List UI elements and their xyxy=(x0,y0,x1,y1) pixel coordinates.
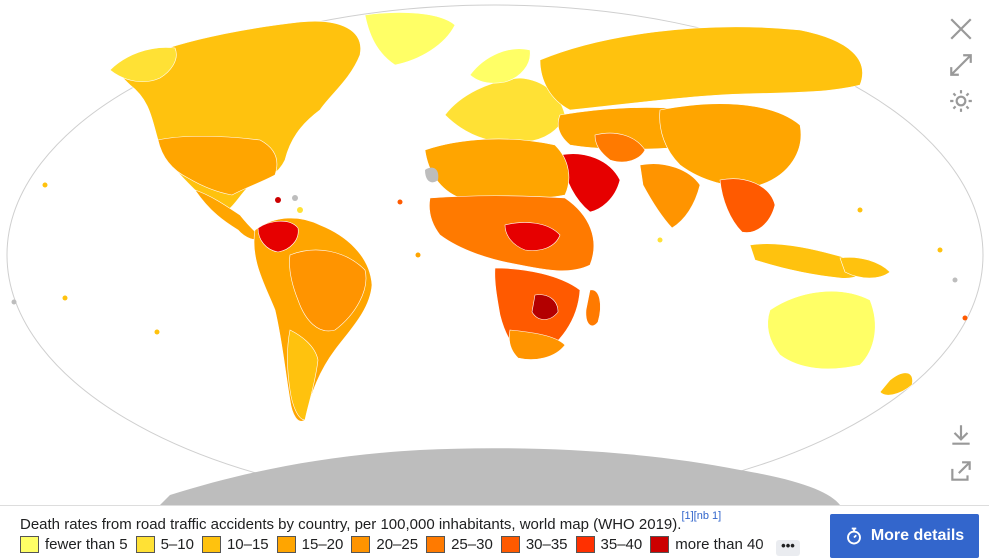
south-africa xyxy=(508,329,566,360)
russia xyxy=(539,26,863,111)
legend-swatch xyxy=(351,536,371,553)
legend-swatch xyxy=(426,536,446,553)
new-guinea xyxy=(839,257,891,279)
island-dot xyxy=(415,252,421,258)
more-details-icon xyxy=(845,527,863,545)
map-legend: fewer than 5 5–10 10–15 15–20 20–25 25–3… xyxy=(20,536,800,553)
legend-swatch xyxy=(650,536,670,553)
island-dot xyxy=(962,315,968,321)
caption-text: Death rates from road traffic accidents … xyxy=(20,516,682,533)
island-dot xyxy=(154,329,160,335)
caption-bar: Death rates from road traffic accidents … xyxy=(0,505,989,558)
africa-great-lakes xyxy=(504,222,561,251)
southeast-asia xyxy=(719,178,776,233)
fullscreen-button[interactable] xyxy=(946,50,976,80)
legend-item: 10–15 xyxy=(201,536,269,553)
caption-references[interactable]: [1][nb 1] xyxy=(681,510,722,522)
download-icon xyxy=(952,425,970,445)
share-icon xyxy=(951,461,971,481)
legend-swatch xyxy=(500,536,520,553)
legend-item: 30–35 xyxy=(500,536,568,553)
legend-swatch xyxy=(20,536,39,553)
australia xyxy=(767,291,876,370)
settings-button[interactable] xyxy=(946,86,976,116)
legend-item: more than 40 xyxy=(650,536,764,553)
close-button[interactable] xyxy=(946,14,976,44)
brazil xyxy=(289,249,367,332)
argentina-chile xyxy=(287,329,319,421)
legend-item: fewer than 5 xyxy=(20,536,128,553)
zimbabwe xyxy=(531,294,559,320)
island-dot xyxy=(937,247,943,253)
expand-icon xyxy=(950,54,972,76)
more-details-button[interactable]: More details xyxy=(830,514,979,558)
madagascar xyxy=(585,289,601,326)
legend-label: 20–25 xyxy=(376,536,419,553)
legend-label: 30–35 xyxy=(525,536,568,553)
alaska xyxy=(109,47,177,83)
more-details-label: More details xyxy=(870,527,965,544)
scandinavia xyxy=(469,48,531,84)
venezuela xyxy=(257,220,299,253)
antarctica xyxy=(160,448,840,505)
world-map xyxy=(6,4,984,505)
legend-swatch xyxy=(201,536,221,553)
viewer-toolbar xyxy=(941,14,981,122)
island-dot xyxy=(857,207,863,213)
island-dot xyxy=(297,207,303,213)
island-dot xyxy=(62,295,68,301)
island-dot xyxy=(42,182,48,188)
legend-item: 5–10 xyxy=(135,536,194,553)
iran xyxy=(594,132,646,163)
legend-label: 25–30 xyxy=(451,536,493,553)
legend-item: 35–40 xyxy=(575,536,643,553)
island-dot xyxy=(292,195,298,201)
china xyxy=(659,103,802,187)
island-dot xyxy=(657,237,663,243)
legend-label: 10–15 xyxy=(226,536,269,553)
viewer-toolbar-bottom xyxy=(941,420,981,492)
legend-item: 15–20 xyxy=(276,536,344,553)
island-dot xyxy=(952,277,958,283)
western-sahara xyxy=(425,167,439,183)
island-dot xyxy=(275,197,281,203)
legend-label: 15–20 xyxy=(301,536,344,553)
media-viewer xyxy=(6,4,984,505)
legend-item: 25–30 xyxy=(426,536,493,553)
legend-swatch xyxy=(135,536,155,553)
legend-swatch xyxy=(575,536,595,553)
india xyxy=(639,163,701,229)
legend-label: 35–40 xyxy=(600,536,643,553)
legend-item: 20–25 xyxy=(351,536,418,553)
close-icon xyxy=(950,18,972,40)
greenland xyxy=(364,12,456,66)
download-button[interactable] xyxy=(946,420,976,450)
usa xyxy=(157,135,278,196)
arabia xyxy=(559,153,621,213)
gear-icon xyxy=(950,90,972,112)
island-dot xyxy=(11,299,17,305)
new-zealand xyxy=(879,372,913,396)
legend-label: 5–10 xyxy=(160,536,194,553)
africa-north xyxy=(424,138,570,200)
image-caption: Death rates from road traffic accidents … xyxy=(20,510,721,533)
legend-label: fewer than 5 xyxy=(45,536,128,553)
legend-label: more than 40 xyxy=(675,536,764,553)
legend-swatch xyxy=(276,536,296,553)
island-dot xyxy=(397,199,403,205)
expand-caption-button[interactable]: ••• xyxy=(776,539,800,556)
share-button[interactable] xyxy=(946,456,976,486)
